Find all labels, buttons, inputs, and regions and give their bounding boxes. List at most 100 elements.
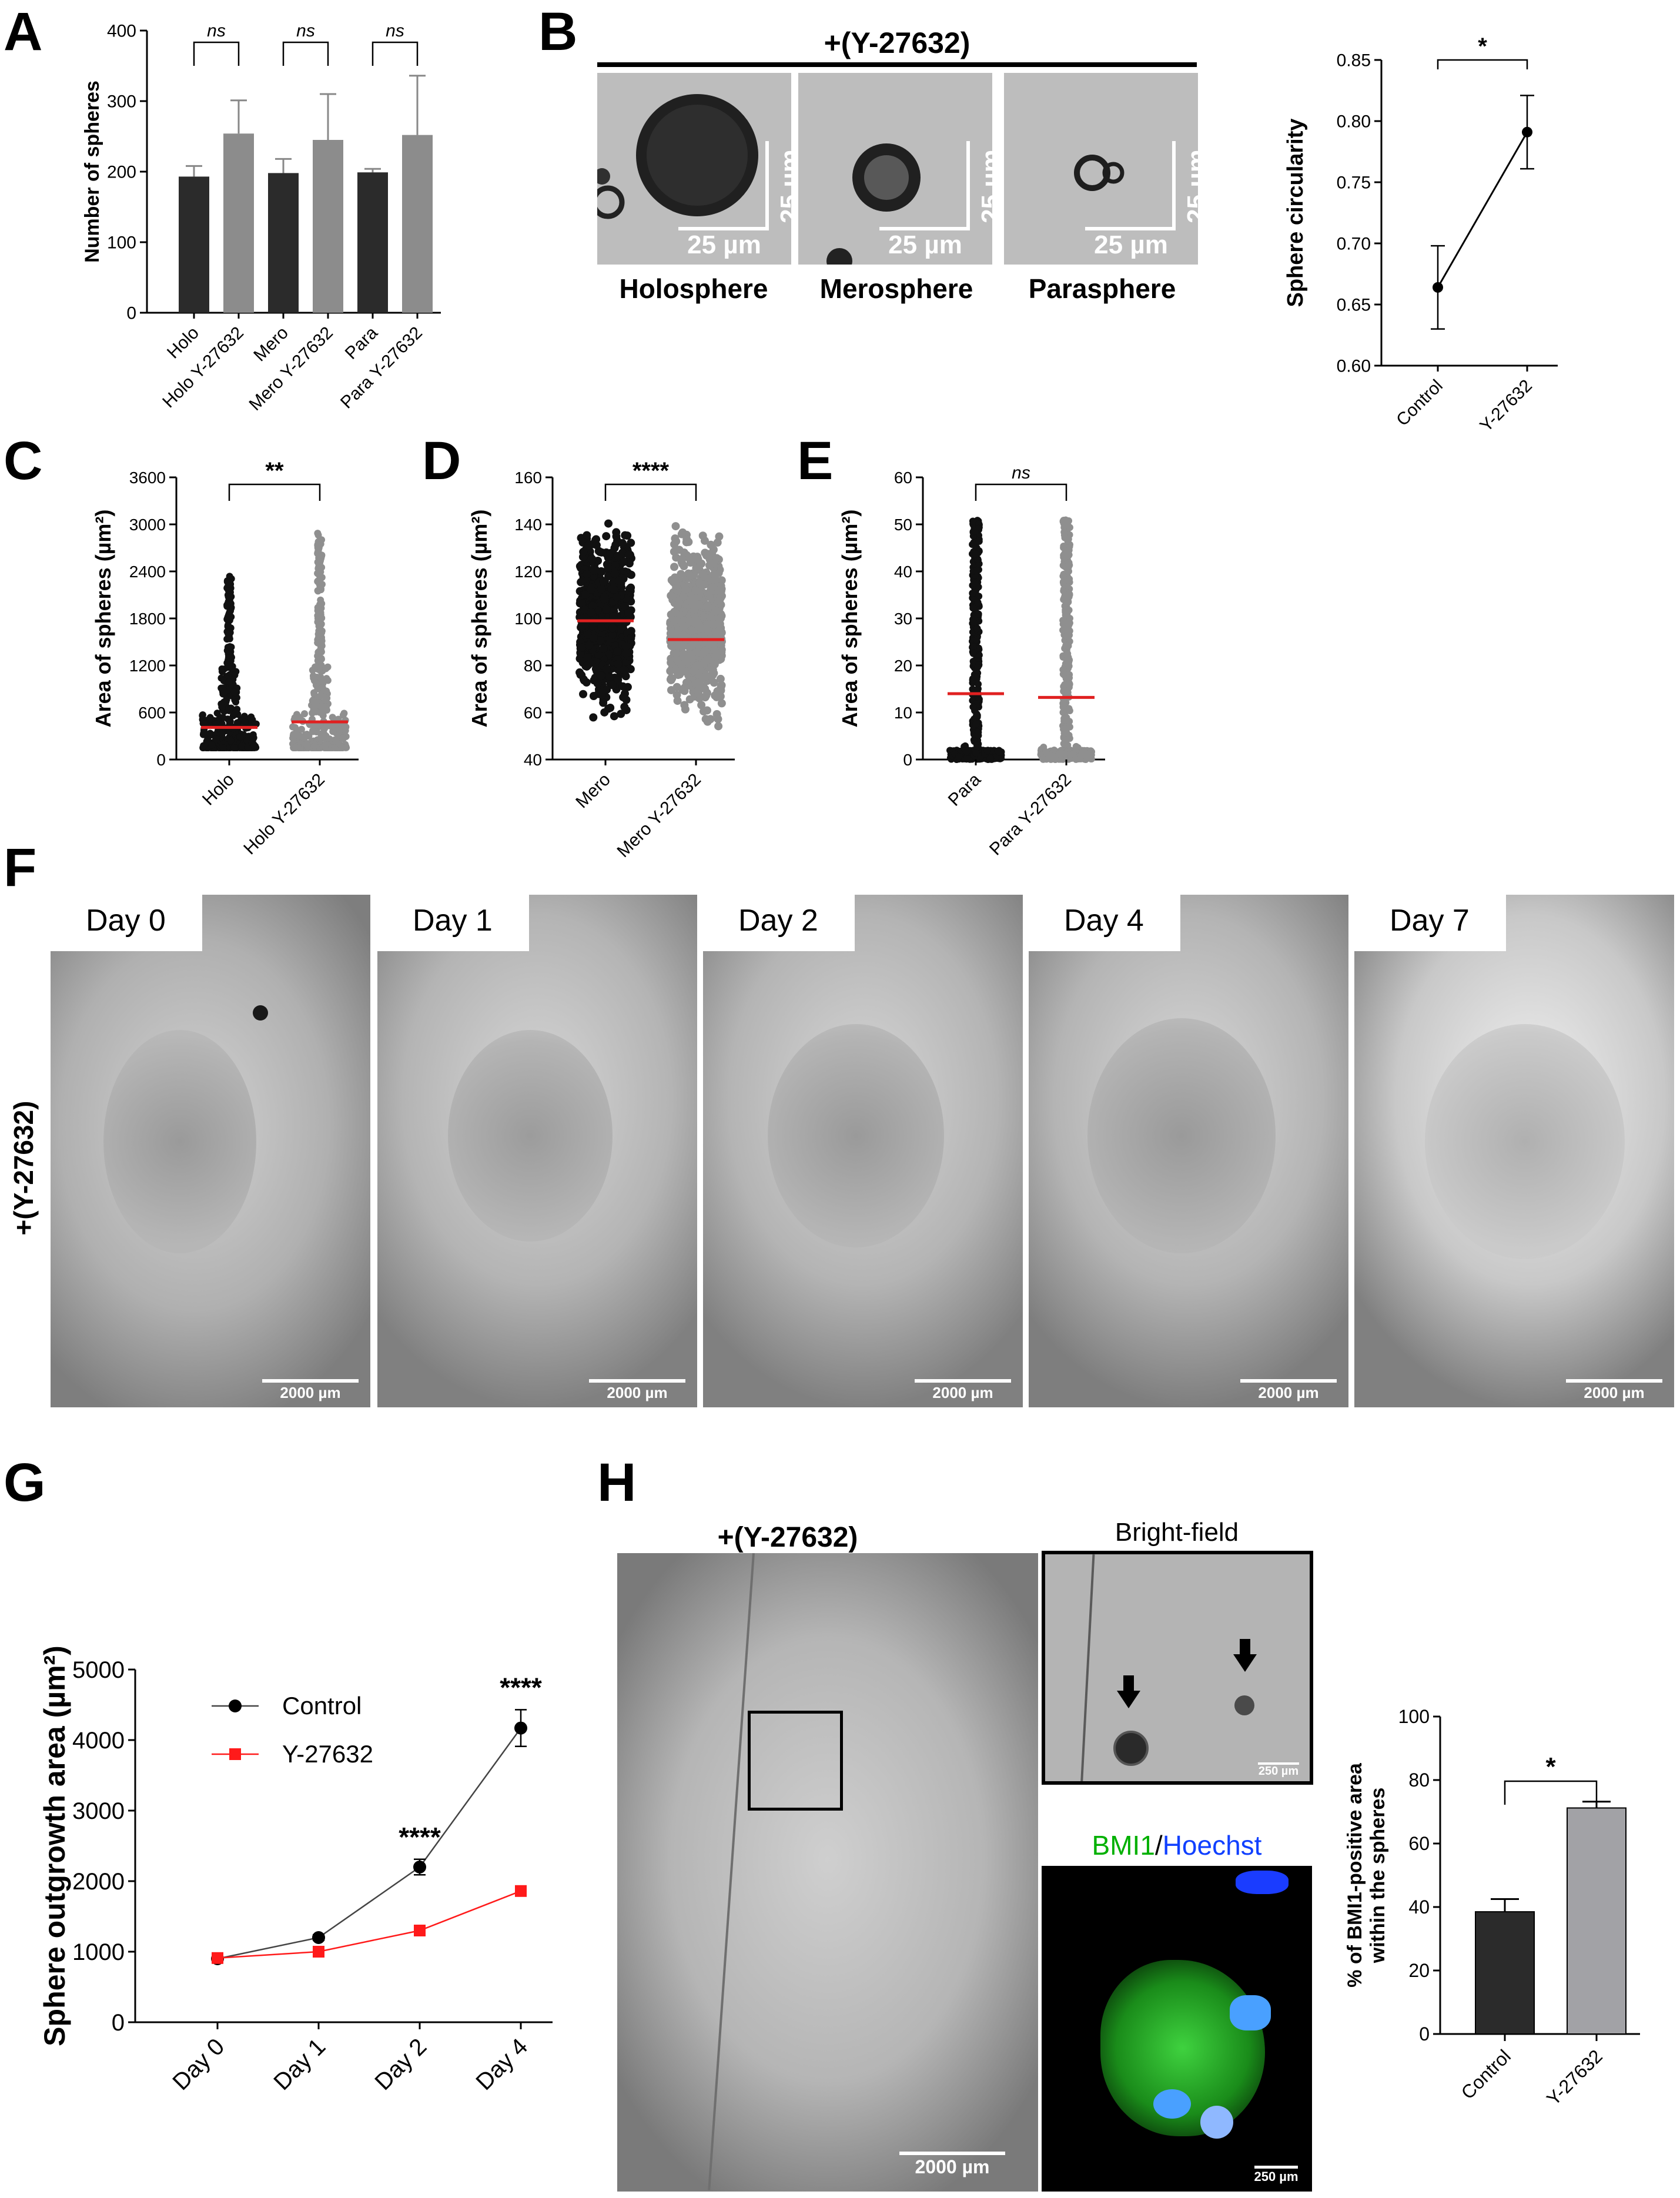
scatter-point bbox=[620, 665, 628, 674]
panel-h-crack bbox=[708, 1553, 755, 2190]
scatter-point bbox=[710, 660, 719, 669]
scatter-point bbox=[587, 622, 596, 631]
scatter-point bbox=[241, 718, 249, 726]
scatter-point bbox=[688, 626, 697, 635]
significance-bracket bbox=[282, 41, 329, 66]
y-tick-label: 100 bbox=[514, 610, 542, 628]
scatter-point bbox=[974, 598, 982, 606]
day-label-1: Day 1 bbox=[377, 895, 529, 951]
panel-b-header-rule bbox=[597, 62, 1197, 67]
y-tick-label: 1200 bbox=[129, 657, 166, 675]
inset-sphere-2 bbox=[1234, 1695, 1254, 1715]
scatter-point bbox=[1065, 559, 1073, 567]
scatter-point bbox=[317, 702, 325, 710]
y-tick-label: 20 bbox=[894, 657, 912, 675]
y-tick-label: 20 bbox=[1408, 1960, 1430, 1981]
scatter-point bbox=[969, 590, 976, 597]
scatter-point bbox=[590, 566, 598, 575]
scatter-point bbox=[671, 522, 680, 531]
y-tick-label: 1000 bbox=[72, 1939, 125, 1965]
scatter-point bbox=[577, 643, 586, 652]
significance-bracket bbox=[228, 483, 321, 501]
x-tick-label: Control bbox=[1393, 376, 1447, 430]
scatter-point bbox=[975, 593, 983, 600]
panel-h-main-scale-line bbox=[899, 2152, 1005, 2155]
y-tick-label: 1800 bbox=[129, 610, 166, 628]
panel-letter-b: B bbox=[538, 2, 578, 62]
scatter-point bbox=[677, 631, 685, 640]
scatter-point bbox=[600, 708, 609, 717]
legend-label-y27632: Y-27632 bbox=[282, 1740, 373, 1768]
scatter-point bbox=[615, 577, 624, 586]
inset-scale: 250 µm bbox=[1258, 1765, 1299, 1778]
scatter-point bbox=[592, 535, 601, 544]
scatter-point bbox=[589, 713, 598, 722]
scatter-point bbox=[589, 692, 598, 701]
scatter-point bbox=[1059, 617, 1067, 624]
chart-c-holo-area: 0 600 1200 1800 2400 3000 3600 Area of spheres … bbox=[91, 458, 359, 858]
scatter-point bbox=[342, 744, 349, 751]
parasphere-caption: Parasphere bbox=[1028, 273, 1176, 304]
scatter-point bbox=[575, 668, 584, 677]
scatter-point bbox=[1062, 553, 1069, 560]
scatter-point bbox=[587, 608, 595, 617]
scatter-point bbox=[1066, 718, 1073, 725]
scatter-point bbox=[713, 690, 722, 698]
significance-bracket bbox=[604, 483, 697, 501]
data-point-y27632 bbox=[212, 1952, 223, 1964]
y-axis-title: Number of spheres bbox=[81, 81, 103, 263]
scatter-point bbox=[309, 727, 317, 735]
scatter-point bbox=[583, 531, 591, 540]
day-1-organoid bbox=[448, 1030, 613, 1242]
scatter-point bbox=[597, 585, 605, 594]
scatter-point bbox=[707, 540, 715, 549]
scatter-point bbox=[336, 727, 344, 734]
holosphere-scale-h: 25 µm bbox=[687, 230, 761, 259]
legend-marker-control bbox=[229, 1699, 242, 1712]
scatter-point bbox=[310, 689, 318, 697]
scatter-point bbox=[715, 597, 724, 605]
chart-e-para-area: 0 10 20 30 40 50 60 Area of spheres (µm²) Para Pa… bbox=[838, 463, 1105, 859]
scatter-point bbox=[1060, 725, 1067, 733]
scatter-point bbox=[318, 731, 326, 738]
scatter-point bbox=[972, 550, 980, 558]
y-tick-label: 0 bbox=[1419, 2023, 1430, 2045]
scatter-point bbox=[986, 755, 994, 762]
scatter-point bbox=[322, 696, 329, 704]
scatter-point bbox=[227, 737, 235, 744]
scatter-point bbox=[312, 721, 320, 729]
y-tick-label: 5000 bbox=[72, 1657, 125, 1683]
scatter-point bbox=[971, 527, 979, 535]
scatter-point bbox=[225, 593, 232, 601]
significance-label: ns bbox=[1012, 463, 1030, 483]
y-tick-label: 3600 bbox=[129, 469, 166, 487]
scatter-point bbox=[963, 754, 971, 762]
scatter-point bbox=[295, 732, 303, 740]
scatter-point bbox=[315, 544, 323, 551]
scatter-point bbox=[199, 712, 206, 720]
y-tick-label: 50 bbox=[894, 516, 912, 534]
scatter-point bbox=[1062, 608, 1069, 616]
significance-label: ns bbox=[296, 21, 315, 41]
scatter-point bbox=[585, 641, 594, 650]
scatter-point bbox=[973, 711, 981, 719]
scatter-point bbox=[604, 563, 613, 572]
x-tick-label: Mero Y-27632 bbox=[614, 770, 705, 861]
series-line-control bbox=[217, 1727, 522, 1960]
scatter-point bbox=[699, 707, 708, 716]
scatter-point bbox=[233, 719, 241, 727]
data-point-control bbox=[413, 1861, 426, 1874]
y-tick-label: 30 bbox=[894, 610, 912, 628]
fluorescence-label: BMI1/Hoechst bbox=[1042, 1829, 1312, 1861]
arrow-down-icon-stem bbox=[1240, 1639, 1250, 1655]
scatter-point bbox=[1062, 675, 1070, 683]
significance-bracket bbox=[1437, 59, 1528, 69]
parasphere-body bbox=[1074, 155, 1110, 191]
scatter-point bbox=[220, 677, 227, 685]
scatter-point bbox=[224, 622, 232, 630]
scatter-point bbox=[712, 651, 721, 660]
scatter-point bbox=[578, 621, 587, 630]
scatter-point bbox=[604, 519, 613, 528]
scatter-point bbox=[995, 748, 1003, 756]
scatter-point bbox=[614, 660, 623, 668]
